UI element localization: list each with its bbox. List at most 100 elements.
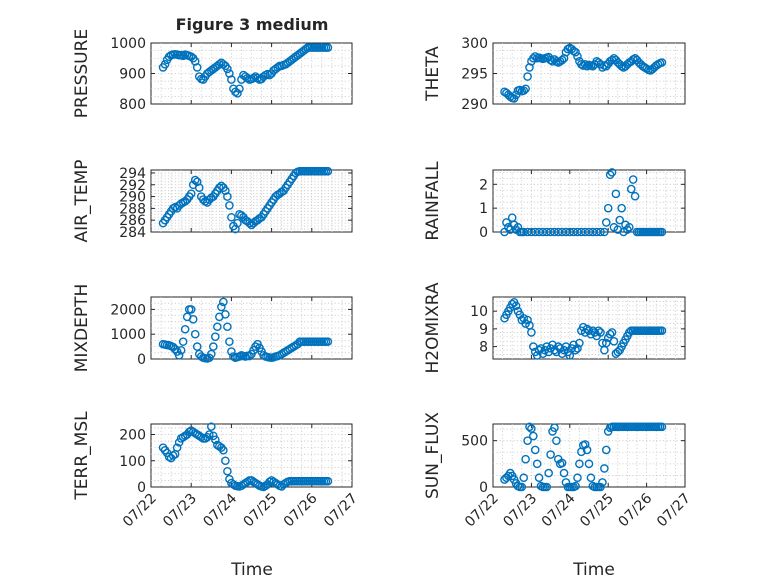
subplot-pressure: 800 900 1000 PRESSURE — [72, 29, 353, 118]
data-point — [213, 322, 222, 332]
data-point — [281, 478, 290, 488]
data-point — [192, 177, 202, 187]
y-axis-label: PRESSURE — [72, 29, 92, 118]
data-point — [575, 459, 584, 469]
data-point — [530, 445, 540, 455]
data-point — [253, 73, 262, 83]
grid-lines — [493, 424, 685, 487]
data-point — [219, 445, 228, 455]
x-tick-label: 07/24 — [539, 490, 579, 530]
x-tick-label: 07/23 — [160, 491, 200, 531]
data-point — [623, 225, 632, 234]
x-axis-label-right: Time — [572, 560, 615, 580]
data-point — [552, 57, 561, 66]
y-tick-label: 8 — [479, 340, 488, 356]
y-tick-label: 0 — [479, 480, 488, 496]
y-tick-label: 800 — [119, 97, 146, 113]
data-point — [657, 326, 667, 335]
data-point — [557, 458, 567, 468]
subplot-mixdepth: 0 1000 2000 MIXDEPTH — [72, 284, 353, 372]
data-point — [186, 189, 196, 198]
subplot-theta: 290 295 300 THETA — [423, 36, 686, 113]
data-point — [607, 168, 617, 177]
data-point — [231, 224, 240, 234]
data-point — [235, 84, 244, 94]
y-tick-label: 290 — [461, 97, 488, 113]
series-markers — [158, 43, 333, 98]
data-point — [176, 346, 186, 355]
y-tick-label: 292 — [119, 178, 146, 194]
data-point — [573, 473, 582, 483]
series-markers — [500, 43, 667, 103]
data-point — [243, 477, 252, 487]
series-markers — [500, 422, 667, 492]
data-point — [511, 301, 521, 311]
data-point — [571, 47, 580, 57]
data-point — [227, 75, 236, 84]
data-point — [223, 192, 232, 201]
data-point — [601, 338, 611, 348]
subplot-h2omixra: 8 9 10 H2OMIXRA — [423, 282, 686, 374]
data-point — [600, 464, 609, 473]
data-point — [217, 302, 226, 312]
y-axis-label: SUN_FLUX — [423, 412, 443, 499]
data-point — [223, 466, 232, 476]
x-tick-label: 07/22 — [462, 491, 502, 531]
y-tick-label: 286 — [119, 213, 146, 229]
data-point — [180, 324, 190, 334]
data-point — [196, 432, 206, 442]
y-tick-label: 288 — [119, 201, 146, 217]
data-point — [532, 351, 542, 360]
y-axis-label: RAINFALL — [423, 161, 443, 241]
y-tick-label: 1000 — [110, 36, 146, 52]
data-point — [544, 468, 553, 478]
data-point — [611, 189, 621, 199]
y-tick-label: 290 — [119, 190, 146, 206]
data-point — [573, 344, 582, 353]
data-point — [546, 450, 555, 459]
x-tick-label: 07/25 — [577, 491, 617, 531]
series-markers — [158, 166, 333, 234]
x-tick-label: 07/27 — [321, 491, 361, 531]
x-tick-label: 07/24 — [200, 490, 240, 530]
y-tick-label: 295 — [461, 67, 488, 83]
data-point — [657, 227, 667, 237]
y-axis-label: TERR_MSL — [72, 411, 92, 501]
data-point — [598, 478, 607, 487]
data-point — [546, 55, 555, 65]
data-point — [221, 310, 230, 319]
y-tick-label: 2 — [479, 177, 488, 193]
y-tick-label: 10 — [470, 304, 488, 320]
data-point — [192, 63, 202, 72]
data-point — [219, 297, 228, 307]
y-tick-label: 284 — [119, 225, 146, 241]
data-point — [190, 175, 200, 185]
data-point — [192, 342, 202, 351]
y-axis-label: H2OMIXRA — [423, 282, 443, 373]
y-tick-label: 2000 — [110, 302, 146, 318]
data-point — [245, 351, 254, 361]
series-markers — [500, 168, 667, 237]
data-point — [170, 344, 180, 354]
y-tick-label: 1 — [479, 201, 488, 217]
data-point — [582, 61, 592, 71]
data-point — [628, 175, 638, 184]
data-point — [617, 203, 626, 213]
x-tick-label: 07/22 — [120, 491, 160, 531]
data-point — [615, 215, 625, 225]
series-markers — [500, 298, 667, 360]
data-point — [323, 166, 333, 176]
data-point — [617, 61, 626, 71]
data-point — [630, 191, 640, 201]
x-tick-label: 07/25 — [241, 491, 281, 531]
data-point — [523, 436, 532, 445]
y-tick-label: 100 — [119, 454, 146, 470]
x-tick-label: 07/27 — [654, 491, 694, 531]
data-point — [542, 482, 552, 492]
grid-lines — [151, 424, 352, 487]
data-point — [557, 55, 567, 65]
data-point — [605, 170, 615, 180]
data-point — [657, 422, 667, 432]
